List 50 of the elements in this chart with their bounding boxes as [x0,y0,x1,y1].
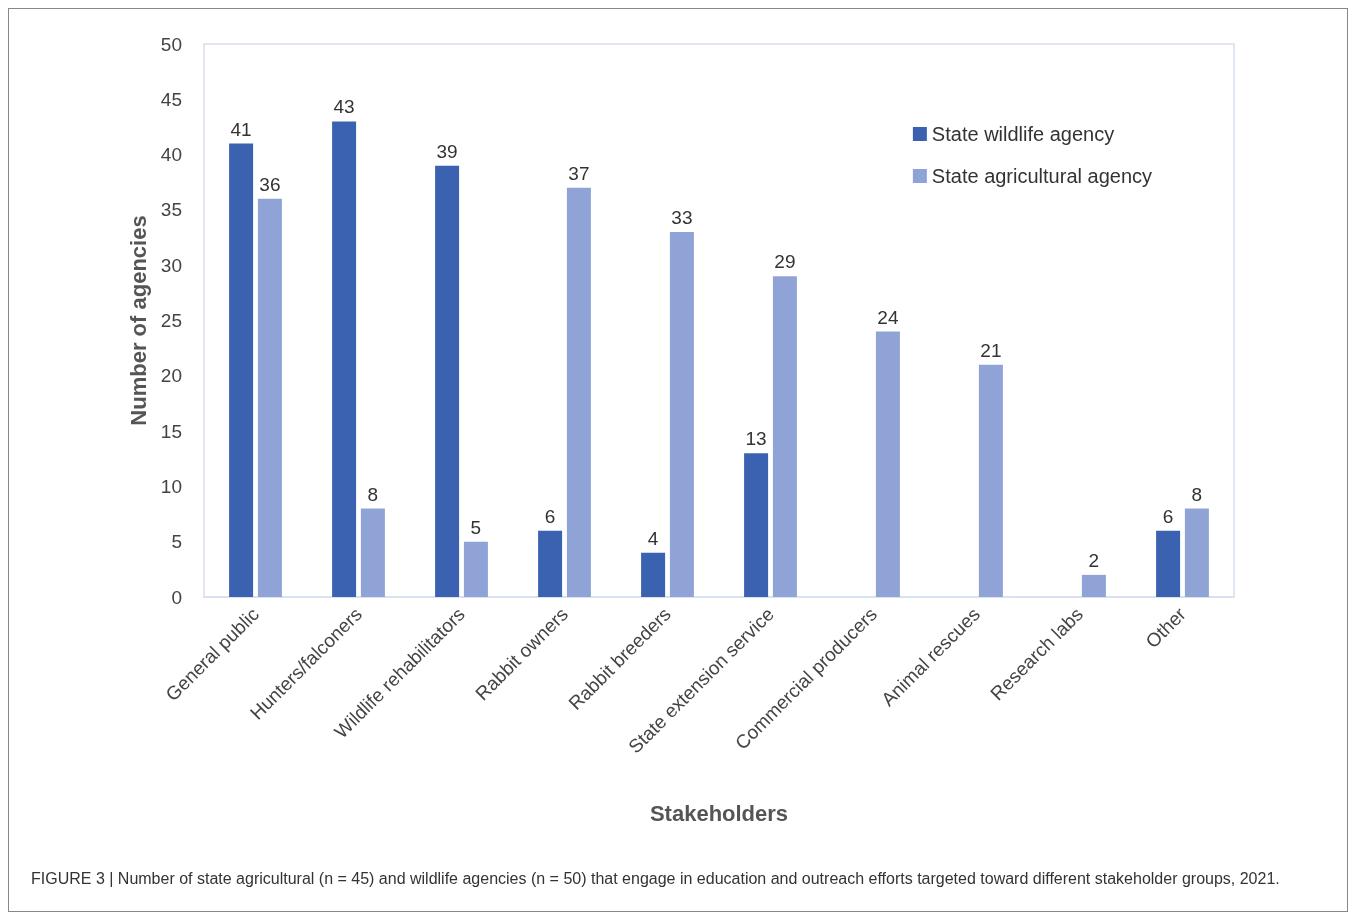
data-label: 29 [774,251,796,273]
y-tick-label: 20 [160,365,182,387]
bar [360,508,385,597]
y-tick-label: 25 [160,310,182,331]
bar [1184,508,1209,597]
legend-label: State agricultural agency [931,165,1153,187]
bar [538,530,563,597]
data-label: 8 [1191,483,1203,505]
data-label: 24 [877,306,899,328]
y-tick-label: 30 [160,254,182,276]
y-tick-label: 45 [160,88,182,110]
data-label: 8 [367,483,379,505]
data-label: 13 [745,428,767,450]
data-label: 4 [647,527,659,549]
data-label: 6 [544,505,556,527]
caption: FIGURE 3 | Number of state agricultural (n = 45) and wildlife agencies (n = 50) that engage in education and outreach efforts targeted toward different stakeholder groups, 2021. [31,869,1280,887]
bar [566,187,591,597]
bar [435,165,460,597]
y-tick-label: 50 [160,33,182,55]
data-label: 6 [1162,505,1174,527]
bar [669,232,694,597]
data-label: 43 [333,96,355,118]
y-tick-label: 15 [160,420,182,442]
bar [772,276,797,597]
bar [641,552,666,597]
y-tick-label: 0 [171,586,182,608]
data-label: 37 [568,162,590,184]
x-axis-title: Stakeholders [649,800,789,826]
bar [257,198,282,597]
data-label: 39 [436,140,458,162]
data-label: 5 [470,516,482,538]
bar [744,453,769,597]
bar [463,541,488,597]
bar [1156,530,1181,597]
data-label: 36 [259,173,281,195]
y-tick-label: 35 [160,199,182,221]
bar [875,331,900,597]
bar [332,121,357,597]
bar [229,143,254,597]
y-tick-label: 10 [160,475,182,497]
bar [1081,574,1106,597]
bar [978,364,1003,597]
y-axis-title: Number of agencies [125,215,151,426]
data-label: 41 [230,118,252,140]
legend-label: State wildlife agency [931,123,1115,145]
y-tick-label: 5 [171,531,182,553]
data-label: 2 [1088,549,1100,571]
data-label: 21 [980,339,1002,361]
y-tick-label: 40 [160,144,182,166]
data-label: 33 [671,207,693,229]
